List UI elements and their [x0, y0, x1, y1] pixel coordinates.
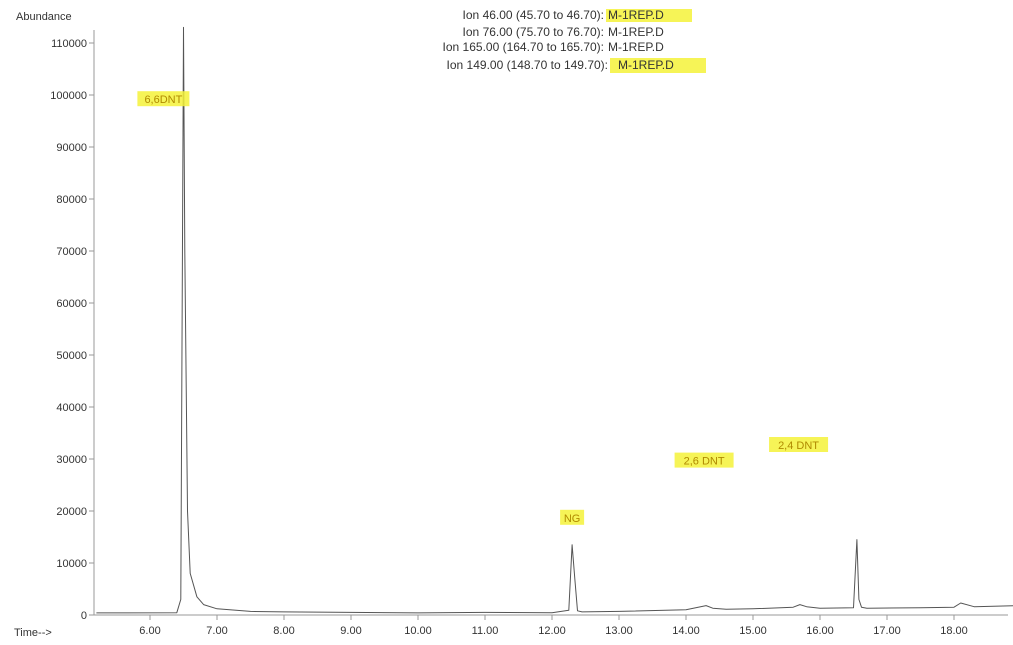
y-tick-label: 60000: [56, 298, 87, 310]
x-axis-ticks: 6.00 7.00 8.00 9.00 10.00 11.00 12.00 13.00 14.0…: [139, 615, 968, 637]
y-tick-label: 50000: [56, 350, 87, 362]
x-tick-label: 18.00: [940, 625, 968, 637]
x-tick-label: 10.00: [404, 625, 432, 637]
annotation-label: 6,6DNT: [144, 94, 182, 106]
y-tick-label: 100000: [50, 90, 87, 102]
series-layer: [96, 26, 1013, 614]
legend-file-highlight-1: [606, 9, 692, 22]
legend-file-2: M-1REP.D: [608, 25, 664, 39]
annotation-highlight: [769, 437, 829, 452]
legend-label-2: Ion 76.00 (75.70 to 76.70):: [463, 25, 604, 39]
annotation-highlight: [560, 509, 585, 525]
y-axis-title: Abundance: [16, 11, 72, 23]
x-axis-title: Time-->: [14, 627, 52, 639]
annotation-highlight: [137, 91, 190, 107]
y-tick-label: 110000: [51, 38, 87, 50]
y-tick-label: 10000: [56, 558, 87, 570]
legend-file-1: M-1REP.D: [608, 8, 664, 22]
x-tick-label: 17.00: [873, 625, 901, 637]
legend-entry-3: Ion 165.00 (164.70 to 165.70): M-1REP.D: [443, 40, 665, 54]
x-tick-label: 7.00: [206, 625, 227, 637]
y-tick-label: 80000: [56, 194, 87, 206]
y-tick-label: 40000: [56, 402, 87, 414]
x-tick-label: 9.00: [340, 625, 361, 637]
legend-entry-4: Ion 149.00 (148.70 to 149.70): M-1REP.D: [447, 58, 706, 73]
x-tick-label: 11.00: [472, 625, 499, 637]
annotation-label: 2,4 DNT: [778, 440, 819, 452]
legend: Ion 46.00 (45.70 to 46.70): M-1REP.D Ion…: [443, 8, 706, 73]
y-tick-label: 70000: [56, 246, 87, 258]
legend-file-3: M-1REP.D: [608, 40, 664, 54]
x-tick-label: 6.00: [139, 625, 160, 637]
y-tick-label: 20000: [56, 506, 87, 518]
y-tick-label: 30000: [56, 454, 87, 466]
series-line-1: [96, 26, 1013, 614]
legend-entry-2: Ion 76.00 (75.70 to 76.70): M-1REP.D: [463, 25, 665, 39]
legend-entry-1: Ion 46.00 (45.70 to 46.70): M-1REP.D: [463, 8, 692, 22]
annotation-highlight: [674, 452, 734, 468]
x-tick-label: 8.00: [273, 625, 294, 637]
annotation-label: 2,6 DNT: [684, 456, 725, 468]
legend-label-1: Ion 46.00 (45.70 to 46.70):: [463, 8, 604, 22]
x-tick-label: 16.00: [806, 625, 834, 637]
x-tick-label: 15.00: [739, 625, 767, 637]
legend-label-4: Ion 149.00 (148.70 to 149.70):: [447, 58, 608, 72]
y-tick-label: 90000: [56, 142, 87, 154]
legend-file-highlight-4: [610, 58, 706, 73]
legend-label-3: Ion 165.00 (164.70 to 165.70):: [443, 40, 604, 54]
annotations: 6,6DNT NG 2,6 DNT 2,4 DNT: [137, 91, 829, 525]
x-tick-label: 14.00: [672, 625, 700, 637]
legend-file-4: M-1REP.D: [618, 58, 674, 72]
x-tick-label: 13.00: [605, 625, 633, 637]
annotation-label: NG: [564, 513, 581, 525]
y-tick-label: 0: [81, 610, 87, 622]
y-axis-ticks: 0 10000 20000 30000 40000 50000 60000 70000 8000…: [50, 38, 94, 622]
x-tick-label: 12.00: [538, 625, 566, 637]
